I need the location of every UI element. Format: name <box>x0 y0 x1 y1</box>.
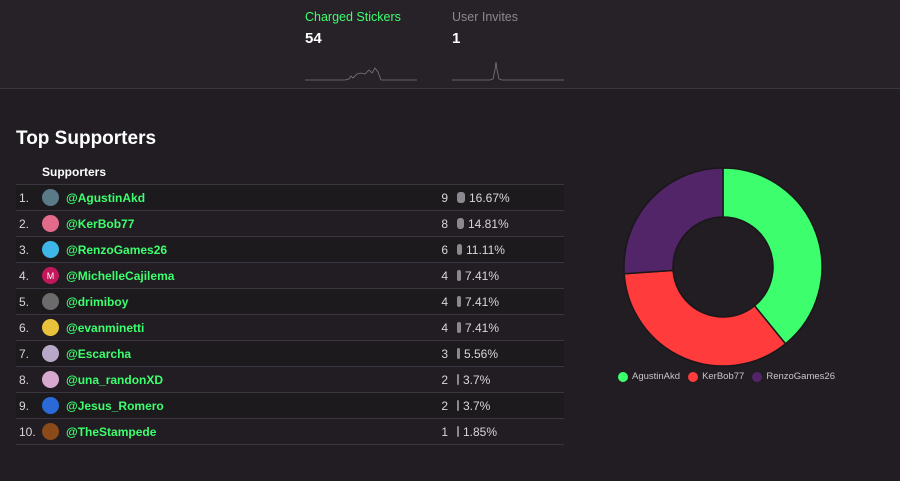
legend-label: KerBob77 <box>702 371 745 382</box>
avatar-yellow-icon[interactable] <box>42 319 59 336</box>
legend-dot-icon <box>618 371 628 382</box>
stat-value: 1 <box>452 30 461 47</box>
supporter-count: 6 <box>441 243 448 257</box>
rank-number: 6. <box>19 321 30 335</box>
legend-label: RenzoGames26 <box>766 371 835 382</box>
supporter-percent: 5.56% <box>464 347 499 361</box>
percent-bar <box>457 244 462 255</box>
supporter-count: 9 <box>441 191 448 205</box>
supporter-count: 1 <box>441 425 448 439</box>
table-row: 7. @Escarcha 3 5.56% <box>16 341 564 367</box>
table-row: 3. @RenzoGames26 6 11.11% <box>16 237 564 263</box>
supporter-username-link[interactable]: @KerBob77 <box>66 217 135 231</box>
avatar-blue-icon[interactable] <box>42 397 59 414</box>
stat-charged-stickers: Charged Stickers 54 <box>305 10 417 81</box>
percent-bar <box>457 322 461 333</box>
legend-label: AgustinAkd <box>632 371 681 382</box>
stat-value: 54 <box>305 30 322 47</box>
supporter-username-link[interactable]: @drimiboy <box>66 295 129 309</box>
table-row: 8. @una_randonXD 2 3.7% <box>16 367 564 393</box>
stats-bar: Charged Stickers 54 User Invites 1 <box>0 0 900 89</box>
rank-number: 10. <box>19 425 36 439</box>
avatar-initial-icon[interactable]: M <box>42 267 59 284</box>
table-row: 6. @evanminetti 4 7.41% <box>16 315 564 341</box>
avatar-dark-icon[interactable] <box>42 423 59 440</box>
supporter-username-link[interactable]: @Escarcha <box>66 347 132 361</box>
table-row: 5. @drimiboy 4 7.41% <box>16 289 564 315</box>
percent-bar <box>457 270 461 281</box>
donut-chart <box>620 164 826 370</box>
table-row: 4. M @MichelleCajilema 4 7.41% <box>16 263 564 289</box>
supporter-percent: 3.7% <box>463 373 491 387</box>
rank-number: 4. <box>19 269 30 283</box>
legend-dot-icon <box>752 371 763 382</box>
supporter-username-link[interactable]: @evanminetti <box>66 321 145 335</box>
sparkline-user-invites <box>452 61 564 81</box>
rank-number: 7. <box>19 347 30 361</box>
percent-bar <box>457 218 464 229</box>
stat-label: Charged Stickers <box>305 10 401 24</box>
percent-bar <box>457 374 459 385</box>
sparkline-charged-stickers <box>305 67 417 81</box>
table-row: 10. @TheStampede 1 1.85% <box>16 419 564 445</box>
table-row: 9. @Jesus_Romero 2 3.7% <box>16 393 564 419</box>
supporter-percent: 7.41% <box>465 321 500 335</box>
legend-dot-icon <box>688 371 699 382</box>
table-row: 1. @AgustinAkd 9 16.67% <box>16 185 564 211</box>
supporter-count: 3 <box>441 347 448 361</box>
chart-legend: AgustinAkd KerBob77 RenzoGames26 <box>618 371 835 382</box>
supporter-username-link[interactable]: @MichelleCajilema <box>66 269 175 283</box>
supporter-percent: 1.85% <box>463 425 498 439</box>
rank-number: 9. <box>19 399 30 413</box>
avatar-sunglasses-icon[interactable] <box>42 241 59 258</box>
donut-chart-svg <box>623 167 823 367</box>
supporter-count: 2 <box>441 373 448 387</box>
avatar-character-icon[interactable] <box>42 215 59 232</box>
supporter-percent: 14.81% <box>468 217 509 231</box>
table-body: 1. @AgustinAkd 9 16.67% 2. @KerBob77 8 14.81% 3.… <box>16 185 564 445</box>
stat-user-invites: User Invites 1 <box>452 10 564 81</box>
rank-number: 5. <box>19 295 30 309</box>
supporter-count: 2 <box>441 399 448 413</box>
legend-item[interactable]: RenzoGames26 <box>752 371 835 382</box>
percent-bar <box>457 400 459 411</box>
table-header: Supporters <box>16 162 564 185</box>
avatar-anime-icon[interactable] <box>42 345 59 362</box>
donut-slice-kerbob77[interactable] <box>623 269 787 367</box>
supporter-percent: 7.41% <box>465 295 500 309</box>
section-title: Top Supporters <box>16 128 157 149</box>
percent-bar <box>457 426 459 437</box>
supporter-percent: 16.67% <box>469 191 510 205</box>
avatar-headphones-icon[interactable] <box>42 293 59 310</box>
stat-label: User Invites <box>452 10 518 24</box>
supporter-username-link[interactable]: @TheStampede <box>66 425 157 439</box>
rank-number: 3. <box>19 243 30 257</box>
supporter-percent: 3.7% <box>463 399 491 413</box>
donut-slice-agustinakd[interactable] <box>722 167 823 345</box>
supporter-username-link[interactable]: @RenzoGames26 <box>66 243 168 257</box>
percent-bar <box>457 296 461 307</box>
table-row: 2. @KerBob77 8 14.81% <box>16 211 564 237</box>
supporter-username-link[interactable]: @Jesus_Romero <box>66 399 164 413</box>
rank-number: 8. <box>19 373 30 387</box>
supporter-username-link[interactable]: @una_randonXD <box>66 373 164 387</box>
donut-slice-renzogames26[interactable] <box>623 167 724 275</box>
supporter-percent: 11.11% <box>466 243 505 257</box>
rank-number: 2. <box>19 217 30 231</box>
supporter-username-link[interactable]: @AgustinAkd <box>66 191 146 205</box>
supporters-table: Supporters 1. @AgustinAkd 9 16.67% 2. @KerBob… <box>16 162 564 445</box>
percent-bar <box>457 192 465 203</box>
supporter-count: 4 <box>441 269 448 283</box>
avatar-anime-pink-icon[interactable] <box>42 371 59 388</box>
supporter-count: 8 <box>441 217 448 231</box>
supporter-percent: 7.41% <box>465 269 500 283</box>
rank-number: 1. <box>19 191 30 205</box>
legend-item[interactable]: AgustinAkd <box>618 371 680 382</box>
avatar-bot-icon[interactable] <box>42 189 59 206</box>
supporter-count: 4 <box>441 295 448 309</box>
supporter-count: 4 <box>441 321 448 335</box>
legend-item[interactable]: KerBob77 <box>688 371 744 382</box>
percent-bar <box>457 348 460 359</box>
